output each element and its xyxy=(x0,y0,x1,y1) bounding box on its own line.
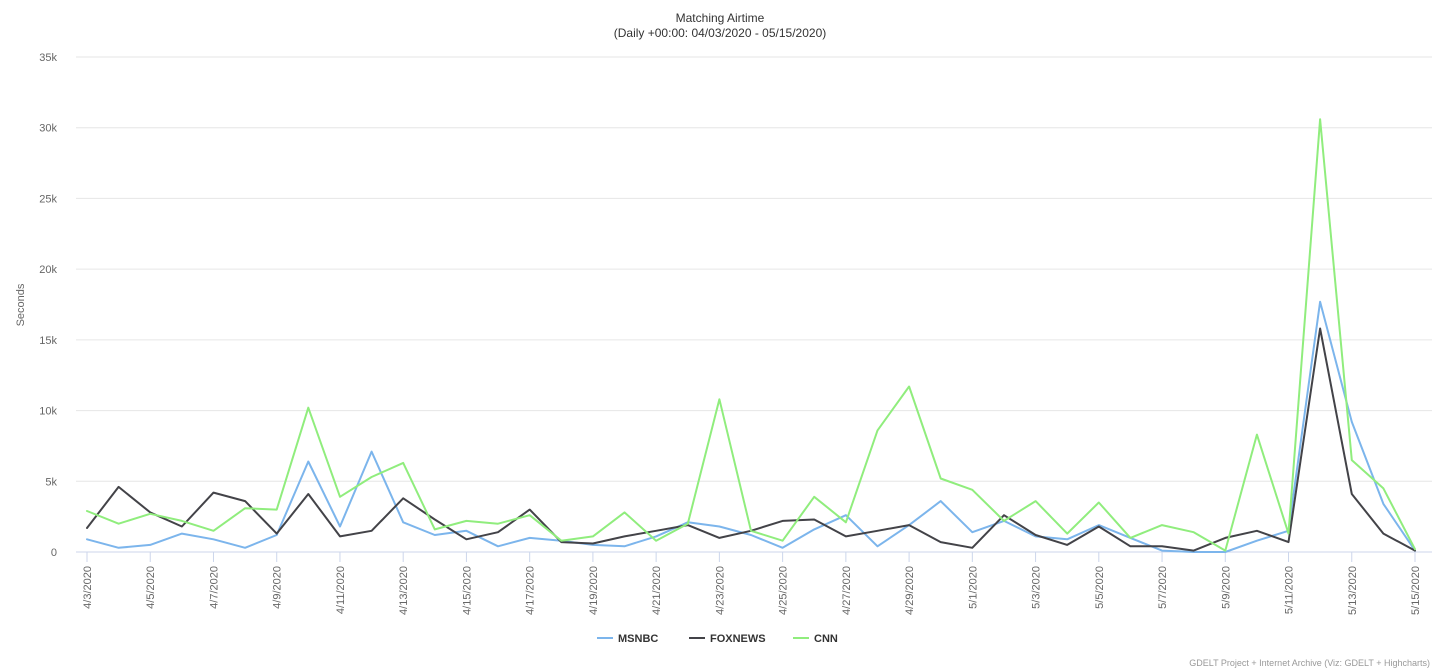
legend-label: MSNBC xyxy=(618,633,658,645)
x-tick-label: 4/17/2020 xyxy=(525,566,537,615)
y-tick-label: 30k xyxy=(39,123,57,135)
y-tick-label: 10k xyxy=(39,406,57,418)
x-tick-label: 4/21/2020 xyxy=(651,566,663,615)
x-tick-label: 4/23/2020 xyxy=(714,566,726,615)
x-tick-label: 4/19/2020 xyxy=(588,566,600,615)
series-lines xyxy=(86,118,1416,553)
y-axis-title: Seconds xyxy=(15,283,27,326)
chart-title: Matching Airtime xyxy=(676,11,765,25)
x-tick-label: 5/9/2020 xyxy=(1220,566,1232,609)
y-tick-label: 35k xyxy=(39,52,57,64)
x-tick-label: 4/9/2020 xyxy=(272,566,284,609)
x-tick-label: 4/13/2020 xyxy=(398,566,410,615)
y-tick-label: 20k xyxy=(39,264,57,276)
y-tick-label: 5k xyxy=(45,476,57,488)
series-line-foxnews[interactable] xyxy=(86,327,1416,552)
x-tick-label: 4/5/2020 xyxy=(145,566,157,609)
x-tick-label: 5/11/2020 xyxy=(1284,566,1296,614)
chart-subtitle: (Daily +00:00: 04/03/2020 - 05/15/2020) xyxy=(614,26,826,40)
x-tick-label: 4/11/2020 xyxy=(335,566,347,614)
grid-lines xyxy=(76,56,1432,482)
y-tick-label: 25k xyxy=(39,193,57,205)
x-tick-label: 5/3/2020 xyxy=(1031,566,1043,609)
series-line-cnn[interactable] xyxy=(86,118,1416,552)
series-line-msnbc[interactable] xyxy=(86,300,1416,553)
legend: MSNBC FOXNEWS CNN xyxy=(597,633,838,645)
x-axis-ticks: 4/3/2020 4/5/2020 4/7/2020 4/9/2020 4/11/202… xyxy=(82,552,1422,615)
x-tick-label: 5/5/2020 xyxy=(1094,566,1106,609)
x-tick-label: 5/15/2020 xyxy=(1410,566,1422,615)
x-tick-label: 4/15/2020 xyxy=(461,566,473,615)
x-tick-label: 4/25/2020 xyxy=(778,566,790,615)
legend-item-foxnews[interactable]: FOXNEWS xyxy=(689,633,766,645)
y-axis-ticks: 0 5k 10k 15k 20k 25k 30k 35k xyxy=(39,52,57,559)
y-tick-label: 15k xyxy=(39,335,57,347)
x-tick-label: 4/29/2020 xyxy=(904,566,916,615)
x-tick-label: 4/7/2020 xyxy=(208,566,220,609)
credits: GDELT Project + Internet Archive (Viz: G… xyxy=(1189,658,1430,668)
legend-item-msnbc[interactable]: MSNBC xyxy=(597,633,658,645)
legend-label: CNN xyxy=(814,633,838,645)
x-tick-label: 4/3/2020 xyxy=(82,566,94,609)
x-tick-label: 5/1/2020 xyxy=(967,566,979,609)
legend-item-cnn[interactable]: CNN xyxy=(793,633,838,645)
x-tick-label: 5/7/2020 xyxy=(1157,566,1169,609)
x-tick-label: 4/27/2020 xyxy=(841,566,853,615)
x-tick-label: 5/13/2020 xyxy=(1347,566,1359,615)
legend-label: FOXNEWS xyxy=(710,633,766,645)
y-tick-label: 0 xyxy=(51,547,57,559)
